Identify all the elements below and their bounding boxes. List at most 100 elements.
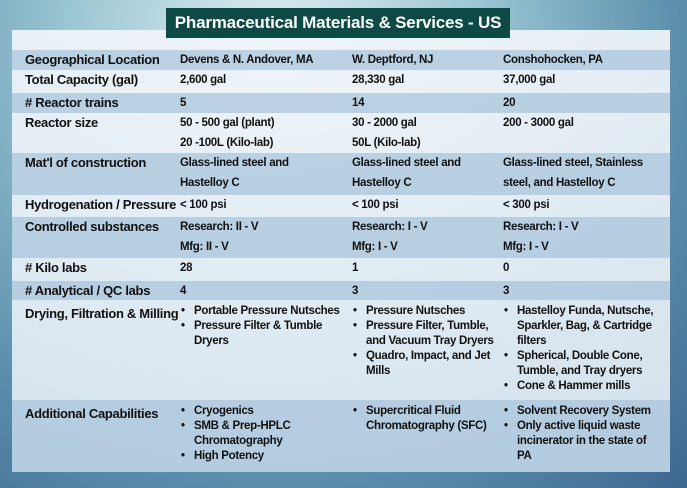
row-value: Supercritical Fluid Chromatography (SFC) <box>352 404 500 434</box>
row-value: Hastelloy Funda, Nutsche, Sparkler, Bag,… <box>503 304 663 394</box>
bullet-item: Only active liquid waste incinerator in … <box>503 419 663 464</box>
row-value: Glass-lined steel and Hastelloy C <box>180 153 345 193</box>
page-title: Pharmaceutical Materials & Services - US <box>166 8 510 38</box>
value-line: 3 <box>352 285 359 297</box>
row-value: Research: II - V Mfg: II - V <box>180 217 345 257</box>
row-label: Additional Capabilities <box>25 406 159 421</box>
row-value: 28 <box>180 258 345 278</box>
row-label: Geographical Location <box>25 52 160 67</box>
row-value: 3 <box>503 281 663 301</box>
row-value: 200 - 3000 gal <box>503 113 663 133</box>
value-line: 3 <box>503 285 510 297</box>
row-label: # Reactor trains <box>25 95 119 110</box>
value-line: 14 <box>352 97 365 109</box>
row-value: Solvent Recovery SystemOnly active liqui… <box>503 404 663 464</box>
row-value: 4 <box>180 281 345 301</box>
value-line: 28,330 gal <box>352 74 404 86</box>
table-row: Additional Capabilities CryogenicsSMB & P… <box>12 400 670 472</box>
value-line: 1 <box>352 262 359 274</box>
value-line: 30 - 2000 gal <box>352 117 417 129</box>
value-line: W. Deptford, NJ <box>352 54 434 66</box>
value-line: Research: II - V <box>180 221 259 233</box>
row-value: 1 <box>352 258 500 278</box>
row-label: # Analytical / QC labs <box>25 283 151 298</box>
value-line: Mfg: II - V <box>180 241 229 253</box>
row-label: Reactor size <box>25 115 98 130</box>
value-line: Glass-lined steel, Stainless <box>503 157 643 169</box>
row-value: Portable Pressure NutschesPressure Filte… <box>180 304 345 349</box>
value-line: 20 -100L (Kilo-lab) <box>180 137 274 149</box>
bullet-item: Hastelloy Funda, Nutsche, Sparkler, Bag,… <box>503 304 663 349</box>
row-value: Glass-lined steel, Stainless steel, and H… <box>503 153 663 193</box>
row-value: Devens & N. Andover, MA <box>180 50 345 70</box>
bullet-item: Solvent Recovery System <box>503 404 663 419</box>
row-value: < 300 psi <box>503 195 663 215</box>
row-value: 28,330 gal <box>352 70 500 90</box>
table-row: Drying, Filtration & MillingPortable Pre… <box>12 300 670 400</box>
value-line: < 100 psi <box>180 199 227 211</box>
value-line: 4 <box>180 285 187 297</box>
value-line: Conshohocken, PA <box>503 54 603 66</box>
value-line: Glass-lined steel and <box>352 157 461 169</box>
row-value: 37,000 gal <box>503 70 663 90</box>
value-line: 5 <box>180 97 187 109</box>
value-line: 20 <box>503 97 516 109</box>
bullet-item: High Potency <box>180 449 345 464</box>
table-row: Hydrogenation / Pressure < 100 psi < 100 p… <box>12 195 670 217</box>
bullet-item: Spherical, Double Cone, Tumble, and Tray… <box>503 349 663 379</box>
bullet-item: Portable Pressure Nutsches <box>180 304 345 319</box>
row-value: 5 <box>180 93 345 113</box>
bullet-item: Cone & Hammer mills <box>503 379 663 394</box>
row-value: W. Deptford, NJ <box>352 50 500 70</box>
bullet-item: Quadro, Impact, and Jet Mills <box>352 349 500 379</box>
row-value: < 100 psi <box>180 195 345 215</box>
row-value: 0 <box>503 258 663 278</box>
table-row: Mat'l of construction Glass-lined steel a… <box>12 153 670 195</box>
row-label: Controlled substances <box>25 219 159 234</box>
value-line: 200 - 3000 gal <box>503 117 574 129</box>
row-value: < 100 psi <box>352 195 500 215</box>
bullet-item: Cryogenics <box>180 404 345 419</box>
table-row: # Analytical / QC labs 4 3 3 <box>12 281 670 300</box>
row-value: 14 <box>352 93 500 113</box>
row-value: CryogenicsSMB & Prep-HPLC Chromatography… <box>180 404 345 464</box>
table-row: Controlled substances Research: II - V Mfg… <box>12 217 670 258</box>
value-line: Research: I - V <box>503 221 579 233</box>
row-value: Conshohocken, PA <box>503 50 663 70</box>
row-value: Glass-lined steel and Hastelloy C <box>352 153 500 193</box>
row-label: Mat'l of construction <box>25 155 147 170</box>
value-line: Mfg: I - V <box>352 241 398 253</box>
value-line: Hastelloy C <box>180 177 240 189</box>
value-line: 50 - 500 gal (plant) <box>180 117 275 129</box>
bullet-item: SMB & Prep-HPLC Chromatography <box>180 419 345 449</box>
row-label: # Kilo labs <box>25 260 87 275</box>
row-label: Hydrogenation / Pressure <box>25 197 177 212</box>
value-line: Research: I - V <box>352 221 428 233</box>
row-value: Pressure NutschesPressure Filter, Tumble… <box>352 304 500 379</box>
bullet-item: Pressure Filter & Tumble Dryers <box>180 319 345 349</box>
row-value: 30 - 2000 gal 50L (Kilo-lab) <box>352 113 500 153</box>
row-label: Drying, Filtration & Milling <box>25 306 179 321</box>
row-value: 50 - 500 gal (plant) 20 -100L (Kilo-lab) <box>180 113 345 153</box>
table-row: # Reactor trains 5 14 20 <box>12 93 670 113</box>
table-row: Geographical Location Devens & N. Andover… <box>12 50 670 70</box>
value-line: 28 <box>180 262 193 274</box>
row-value: 2,600 gal <box>180 70 345 90</box>
value-line: 50L (Kilo-lab) <box>352 137 421 149</box>
value-line: < 300 psi <box>503 199 550 211</box>
row-value: 3 <box>352 281 500 301</box>
value-line: Hastelloy C <box>352 177 412 189</box>
value-line: 37,000 gal <box>503 74 555 86</box>
value-line: steel, and Hastelloy C <box>503 177 616 189</box>
value-line: 0 <box>503 262 510 274</box>
value-line: 2,600 gal <box>180 74 226 86</box>
value-line: < 100 psi <box>352 199 399 211</box>
bullet-item: Pressure Nutsches <box>352 304 500 319</box>
bullet-item: Pressure Filter, Tumble, and Vacuum Tray… <box>352 319 500 349</box>
value-line: Mfg: I - V <box>503 241 549 253</box>
value-line: Glass-lined steel and <box>180 157 289 169</box>
row-value: Research: I - V Mfg: I - V <box>352 217 500 257</box>
value-line: Devens & N. Andover, MA <box>180 54 314 66</box>
table-row: Reactor size 50 - 500 gal (plant) 20 -100L… <box>12 113 670 153</box>
table-row: Total Capacity (gal) 2,600 gal 28,330 gal 3… <box>12 70 670 93</box>
